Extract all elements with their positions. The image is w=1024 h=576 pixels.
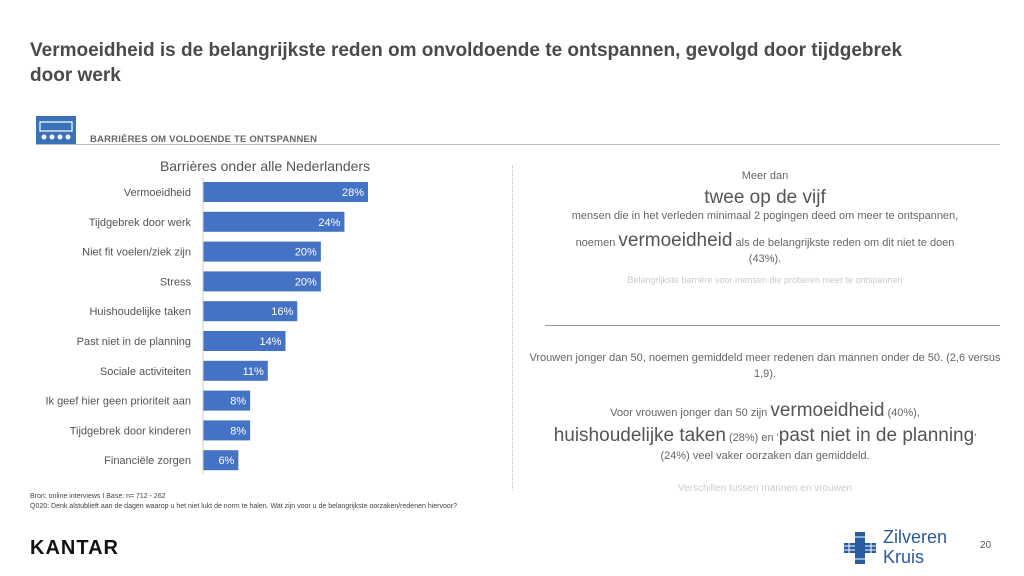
highlight-sentence: noemen vermoeidheid als de belangrijkste… [525,230,1005,252]
bar [203,271,321,292]
bar [203,331,286,351]
bar [203,360,268,381]
highlight-percentage: (43%). [748,253,782,265]
cross-icon [842,530,878,571]
gender-keyword-2: huishoudelijke taken [553,425,726,446]
zilveren-kruis-logo: Zilveren Kruis [883,527,947,567]
category-label: Tijdgebrek door werk [89,217,192,229]
bar [203,420,251,441]
section-label: BARRIÈRES OM VOLDOENDE TE ONTSPANNEN [90,134,318,145]
highlight-text: mensen die in het verleden minimaal 2 po… [571,210,959,222]
value-label: 8% [230,425,246,437]
value-label: 16% [271,306,293,318]
highlight-keyword: vermoeidheid [618,230,733,251]
category-label: Tijdgebrek door kinderen [70,425,191,437]
gender-sentence-2: huishoudelijke taken (28%) en 'past niet… [525,425,1005,447]
page-title: Vermoeidheid is de belangrijkste reden o… [30,40,903,86]
bar [203,241,321,262]
chart-title: Barrières onder alle Nederlanders [159,158,371,174]
value-label: 28% [342,187,364,199]
gender-comparison-text: Vrouwen jonger dan 50, noemen gemiddeld … [529,352,1001,380]
gender-sentence-3: (24%) veel vaker oorzaken dan gemiddeld. [660,450,870,462]
value-label: 20% [295,247,317,259]
gender-keyword-3: past niet in de planning [778,425,975,446]
gender-end: ' [974,432,977,444]
kantar-logo: KANTAR [30,537,119,559]
gender-mid: (28%) en ' [725,432,779,444]
horizontal-divider [545,325,1000,326]
bar [203,390,251,411]
gender-post: (40%), [884,407,920,419]
value-label: 11% [243,366,264,378]
value-label: 20% [295,276,317,288]
vertical-divider [512,165,513,490]
partner-line-2: Kruis [883,547,925,567]
category-label: Past niet in de planning [77,336,191,348]
bar [203,301,298,322]
gender-keyword-1: vermoeidheid [770,400,885,421]
category-label: Vermoeidheid [124,187,191,199]
bar-chart: Vermoeidheid 28% Tijdgebrek door werk 24% Ni… [45,178,368,474]
category-label: Sociale activiteiten [100,366,191,378]
value-label: 6% [218,455,234,467]
source-note: Bron: online interviews I Base: n= 712 -… [30,492,457,512]
people-audience-icon [36,116,76,144]
value-label: 8% [230,396,246,408]
partner-line-1: Zilveren [883,527,948,547]
bar [203,211,345,232]
gender-pre: Voor vrouwen jonger dan 50 zijn [610,407,771,419]
category-label: Ik geef hier geen prioriteit aan [45,396,191,408]
category-label: Stress [160,276,192,288]
value-label: 24% [318,217,340,229]
bar [203,450,239,471]
category-label: Niet fit voelen/ziek zijn [82,247,191,259]
question-line: Q020: Denk alstublieft aan de dagen waar… [30,503,458,510]
gender-sentence-1: Voor vrouwen jonger dan 50 zijn vermoeid… [525,400,1005,422]
highlight-caption: Belangrijkste barrière voor mensen die p… [627,275,903,285]
highlight-intro: Meer dan [741,170,789,182]
gender-caption: Verschillen tussen mannen en vrouwen [678,483,852,494]
highlight-post: als de belangrijkste reden om dit niet t… [732,237,955,249]
page-number: 20 [980,540,992,551]
section-divider [36,144,1000,145]
highlight-pre: noemen [575,237,619,249]
category-label: Financiële zorgen [104,455,191,467]
source-line: Bron: online interviews I Base: n= 712 -… [30,493,166,500]
category-label: Huishoudelijke taken [89,306,191,318]
highlight-headline: twee op de vijf [704,187,826,208]
value-label: 14% [259,336,281,348]
bar [203,182,368,202]
